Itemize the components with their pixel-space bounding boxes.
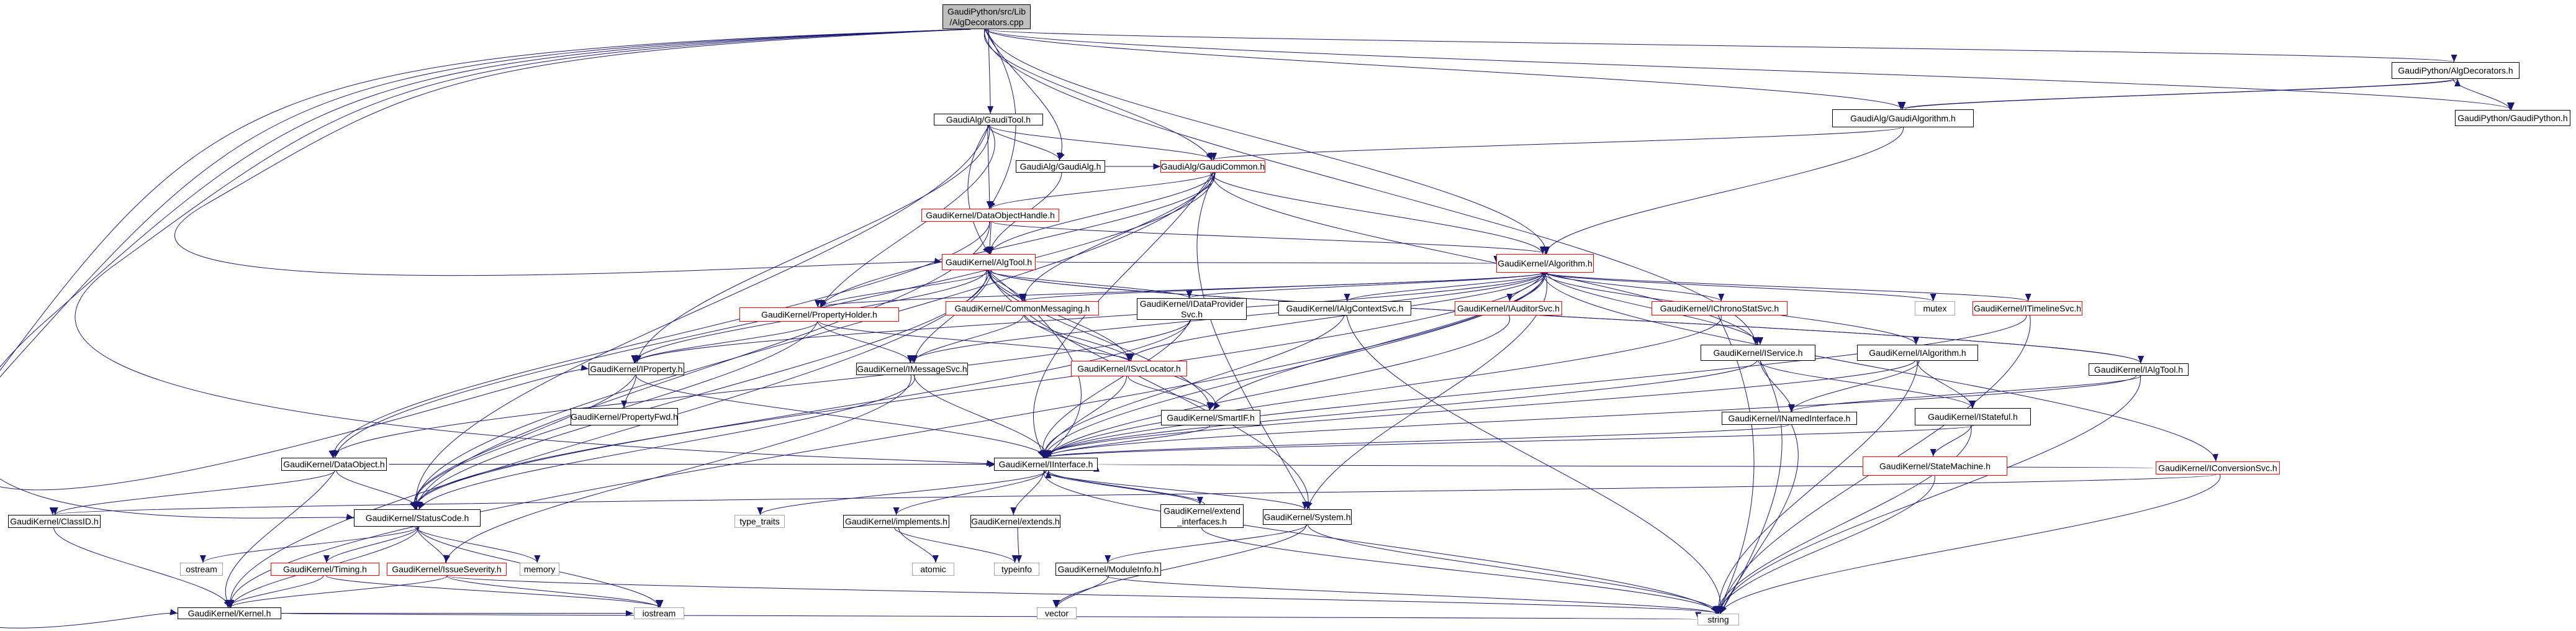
- svg-text:GaudiKernel/System.h: GaudiKernel/System.h: [1263, 512, 1350, 522]
- svg-text:GaudiKernel/extend: GaudiKernel/extend: [1164, 506, 1241, 516]
- svg-text:GaudiKernel/IssueSeverity.h: GaudiKernel/IssueSeverity.h: [392, 565, 501, 574]
- svg-text:GaudiKernel/ISvcLocator.h: GaudiKernel/ISvcLocator.h: [1077, 364, 1181, 374]
- svg-text:GaudiKernel/Timing.h: GaudiKernel/Timing.h: [283, 565, 367, 574]
- svg-text:mutex: mutex: [1923, 304, 1946, 314]
- svg-text:ostream: ostream: [186, 565, 217, 574]
- svg-text:GaudiPython/src/Lib: GaudiPython/src/Lib: [947, 7, 1026, 17]
- svg-text:GaudiKernel/PropertyFwd.h: GaudiKernel/PropertyFwd.h: [571, 412, 678, 422]
- svg-text:GaudiAlg/GaudiTool.h: GaudiAlg/GaudiTool.h: [946, 115, 1031, 125]
- svg-text:GaudiPython/AlgDecorators.h: GaudiPython/AlgDecorators.h: [2398, 66, 2513, 76]
- svg-text:memory: memory: [524, 565, 556, 574]
- svg-text:GaudiKernel/IService.h: GaudiKernel/IService.h: [1714, 348, 1803, 358]
- svg-text:GaudiKernel/ClassID.h: GaudiKernel/ClassID.h: [10, 517, 98, 527]
- svg-text:GaudiKernel/IAlgTool.h: GaudiKernel/IAlgTool.h: [2094, 365, 2183, 375]
- svg-text:atomic: atomic: [920, 565, 946, 574]
- svg-text:GaudiAlg/GaudiCommon.h: GaudiAlg/GaudiCommon.h: [1161, 161, 1265, 171]
- svg-text:GaudiKernel/DataObjectHandle.h: GaudiKernel/DataObjectHandle.h: [926, 211, 1055, 220]
- svg-text:GaudiKernel/PropertyHolder.h: GaudiKernel/PropertyHolder.h: [761, 310, 877, 320]
- svg-text:GaudiKernel/StatusCode.h: GaudiKernel/StatusCode.h: [366, 513, 469, 523]
- svg-text:GaudiKernel/IChronoStatSvc.h: GaudiKernel/IChronoStatSvc.h: [1660, 304, 1779, 314]
- svg-text:iostream: iostream: [643, 609, 676, 619]
- svg-text:GaudiKernel/IProperty.h: GaudiKernel/IProperty.h: [590, 364, 682, 374]
- svg-text:GaudiKernel/ITimelineSvc.h: GaudiKernel/ITimelineSvc.h: [1974, 304, 2081, 314]
- svg-text:GaudiKernel/IInterface.h: GaudiKernel/IInterface.h: [999, 460, 1093, 470]
- svg-text:GaudiKernel/IAuditorSvc.h: GaudiKernel/IAuditorSvc.h: [1457, 304, 1560, 314]
- svg-text:string: string: [1707, 615, 1729, 625]
- svg-text:_interfaces.h: _interfaces.h: [1177, 517, 1227, 527]
- svg-text:vector: vector: [1045, 609, 1069, 619]
- svg-text:GaudiKernel/IConversionSvc.h: GaudiKernel/IConversionSvc.h: [2158, 463, 2277, 473]
- svg-text:type_traits: type_traits: [739, 517, 780, 527]
- svg-text:GaudiKernel/AlgTool.h: GaudiKernel/AlgTool.h: [946, 257, 1032, 267]
- svg-text:GaudiKernel/Kernel.h: GaudiKernel/Kernel.h: [188, 609, 271, 619]
- svg-text:GaudiAlg/GaudiAlg.h: GaudiAlg/GaudiAlg.h: [1020, 161, 1101, 171]
- svg-text:GaudiKernel/Algorithm.h: GaudiKernel/Algorithm.h: [1498, 258, 1593, 268]
- svg-text:/AlgDecorators.cpp: /AlgDecorators.cpp: [949, 17, 1023, 27]
- svg-text:GaudiKernel/IStateful.h: GaudiKernel/IStateful.h: [1928, 412, 2018, 422]
- svg-text:GaudiKernel/SmartIF.h: GaudiKernel/SmartIF.h: [1167, 413, 1255, 423]
- svg-text:GaudiAlg/GaudiAlgorithm.h: GaudiAlg/GaudiAlgorithm.h: [1850, 114, 1956, 124]
- svg-text:GaudiPython/GaudiPython.h: GaudiPython/GaudiPython.h: [2457, 113, 2567, 123]
- svg-text:GaudiKernel/CommonMessaging.h: GaudiKernel/CommonMessaging.h: [955, 304, 1090, 314]
- svg-text:GaudiKernel/IMessageSvc.h: GaudiKernel/IMessageSvc.h: [857, 364, 967, 374]
- svg-text:Svc.h: Svc.h: [1181, 309, 1203, 319]
- svg-text:GaudiKernel/IDataProvider: GaudiKernel/IDataProvider: [1140, 299, 1244, 309]
- svg-text:GaudiKernel/IAlgContextSvc.h: GaudiKernel/IAlgContextSvc.h: [1286, 304, 1403, 314]
- svg-text:GaudiKernel/implements.h: GaudiKernel/implements.h: [845, 517, 947, 527]
- svg-text:GaudiKernel/StateMachine.h: GaudiKernel/StateMachine.h: [1879, 461, 1991, 471]
- svg-text:GaudiKernel/IAlgorithm.h: GaudiKernel/IAlgorithm.h: [1869, 348, 1966, 358]
- svg-text:GaudiKernel/INamedInterface.h: GaudiKernel/INamedInterface.h: [1729, 414, 1851, 424]
- svg-text:GaudiKernel/extends.h: GaudiKernel/extends.h: [971, 517, 1059, 527]
- svg-text:GaudiKernel/DataObject.h: GaudiKernel/DataObject.h: [283, 460, 384, 470]
- svg-text:GaudiKernel/ModuleInfo.h: GaudiKernel/ModuleInfo.h: [1058, 565, 1159, 574]
- svg-text:typeinfo: typeinfo: [1001, 565, 1032, 574]
